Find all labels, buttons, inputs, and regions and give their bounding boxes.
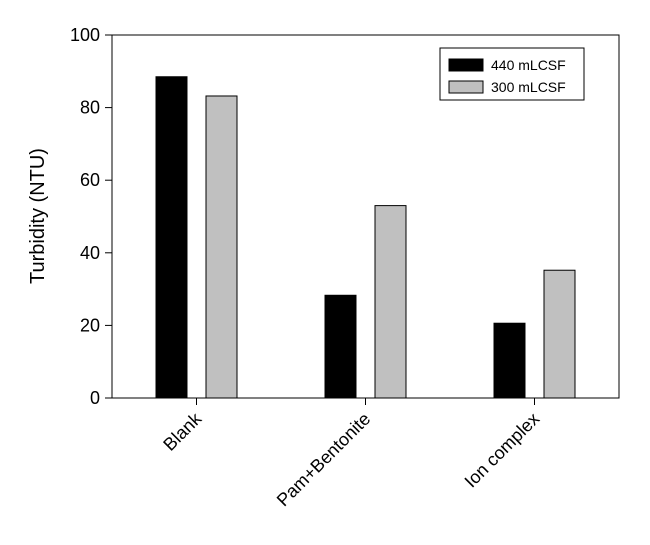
y-tick-label: 80 (80, 98, 100, 118)
legend-swatch (448, 58, 484, 72)
bar-pam-bentonite-series-1 (324, 294, 357, 399)
legend: 440 mLCSF 300 mLCSF (439, 47, 585, 101)
y-axis-title: Turbidity (NTU) (27, 148, 49, 284)
y-tick-label: 100 (70, 25, 100, 45)
plot-area (111, 34, 620, 399)
y-axis: 0 20 40 60 80 100 (70, 25, 112, 408)
bar-blank-series-2 (205, 95, 238, 399)
bar-blank-series-1 (155, 76, 188, 399)
legend-label: 300 mLCSF (491, 79, 566, 95)
y-tick-label: 0 (90, 388, 100, 408)
x-tick-label: Pam+Bentonite (273, 409, 375, 511)
legend-label: 440 mLCSF (491, 57, 566, 73)
x-tick-label: Blank (159, 408, 206, 455)
x-axis: Blank Pam+Bentonite Ion complex (159, 398, 543, 510)
y-tick-label: 60 (80, 170, 100, 190)
y-tick-label: 40 (80, 243, 100, 263)
bar-ion-complex-series-2 (543, 269, 576, 399)
bar-ion-complex-series-1 (493, 322, 526, 399)
y-tick-label: 20 (80, 315, 100, 335)
bar-pam-bentonite-series-2 (374, 205, 407, 399)
legend-swatch (448, 80, 484, 94)
x-tick-label: Ion complex (461, 409, 544, 492)
